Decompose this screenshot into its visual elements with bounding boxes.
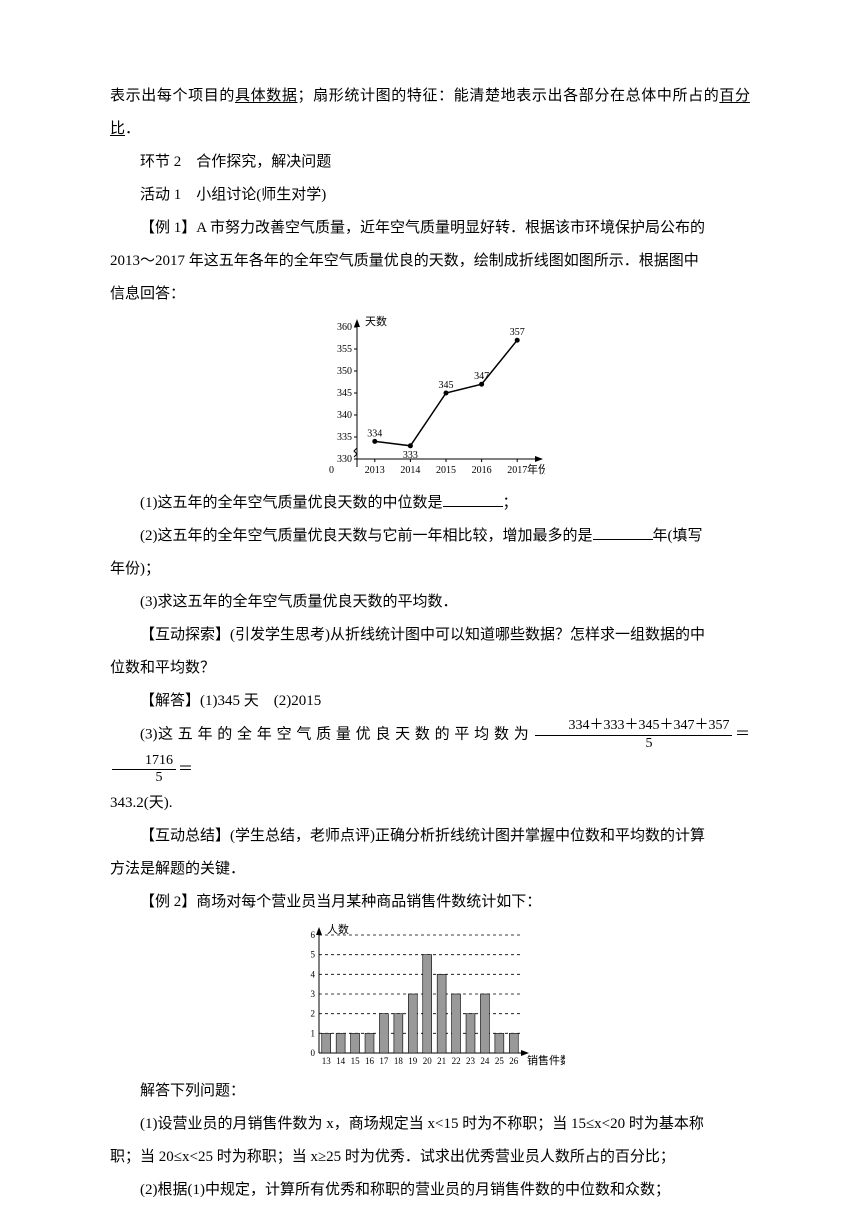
intro-end: ． <box>125 121 140 137</box>
summary: 【互动总结】(学生总结，老师点评)正确分析折线统计图并掌握中位数和平均数的计算 <box>110 820 750 853</box>
summary-text: (学生总结，老师点评)正确分析折线统计图并掌握中位数和平均数的计算 <box>230 828 705 844</box>
svg-text:26: 26 <box>509 1056 519 1066</box>
svg-text:20: 20 <box>423 1056 433 1066</box>
blank-1 <box>443 506 503 507</box>
svg-text:17: 17 <box>379 1056 389 1066</box>
ans3-pre: (3)这 五 年 的 全 年 空 气 质 量 优 良 天 数 的 平 均 数 为 <box>140 727 529 743</box>
example2-text: 商场对每个营业员当月某种商品销售件数统计如下： <box>196 894 541 910</box>
svg-text:5: 5 <box>311 950 316 960</box>
example1-stem-3: 信息回答： <box>110 278 750 311</box>
svg-text:年份: 年份 <box>527 462 545 476</box>
svg-text:4: 4 <box>311 970 316 980</box>
svg-text:15: 15 <box>351 1056 361 1066</box>
q1-text: (1)这五年的全年空气质量优良天数的中位数是 <box>140 495 443 511</box>
example2-q1b: 职；当 20≤x<25 时为称职；当 x≥25 时为优秀．试求出优秀营业员人数所… <box>110 1141 750 1174</box>
example1-q3: (3)求这五年的全年空气质量优良天数的平均数． <box>110 586 750 619</box>
frac2-num: 1716 <box>112 753 176 771</box>
svg-text:21: 21 <box>437 1056 446 1066</box>
example1-stem: 【例 1】A 市努力改善空气质量，近年空气质量明显好转．根据该市环境保护局公布的 <box>110 212 750 245</box>
answer-3-end: 343.2(天). <box>110 787 750 820</box>
svg-text:355: 355 <box>337 344 352 355</box>
svg-text:6: 6 <box>311 930 316 940</box>
svg-text:357: 357 <box>510 327 525 338</box>
svg-text:330: 330 <box>337 454 352 465</box>
svg-text:销售件数: 销售件数 <box>527 1053 565 1067</box>
intro-u1: 具体数据 <box>235 88 298 104</box>
example1-q2: (2)这五年的全年空气质量优良天数与它前一年相比较，增加最多的是 年(填写 <box>110 520 750 553</box>
ans-label: 【解答】 <box>140 693 200 709</box>
svg-text:23: 23 <box>466 1056 476 1066</box>
svg-text:2017: 2017 <box>507 465 527 476</box>
explore-text: (引发学生思考)从折线统计图中可以知道哪些数据？怎样求一组数据的中 <box>230 627 705 643</box>
svg-text:333: 333 <box>403 450 418 461</box>
svg-text:2013: 2013 <box>365 465 385 476</box>
answer-3: (3)这 五 年 的 全 年 空 气 质 量 优 良 天 数 的 平 均 数 为… <box>110 718 750 787</box>
svg-text:360: 360 <box>337 322 352 333</box>
summary-label: 【互动总结】 <box>140 828 230 844</box>
ans-1: (1)345 天 (2)2015 <box>200 693 321 709</box>
section2-title: 环节 2 合作探究，解决问题 <box>110 146 750 179</box>
example1-label: 【例 1】 <box>140 220 196 236</box>
svg-text:18: 18 <box>394 1056 404 1066</box>
svg-text:13: 13 <box>322 1056 332 1066</box>
q2-end: 年(填写 <box>653 528 703 544</box>
example1-t1: A 市努力改善空气质量，近年空气质量明显好转．根据该市环境保护局公布的 <box>196 220 705 236</box>
svg-text:24: 24 <box>480 1056 490 1066</box>
example1-q1: (1)这五年的全年空气质量优良天数的中位数是 ； <box>110 487 750 520</box>
frac1-num: 334＋333＋345＋347＋357 <box>535 718 732 736</box>
svg-text:22: 22 <box>452 1056 461 1066</box>
eq1: ＝ <box>734 727 750 743</box>
explore: 【互动探索】(引发学生思考)从折线统计图中可以知道哪些数据？怎样求一组数据的中 <box>110 619 750 652</box>
answer-1: 【解答】(1)345 天 (2)2015 <box>110 685 750 718</box>
svg-text:345: 345 <box>337 388 352 399</box>
chart1-wrap: 330 335 340 345 350 355 360 0 2013 2014 2015 2016 20… <box>110 313 750 483</box>
eq2: ＝ <box>178 761 193 777</box>
svg-text:340: 340 <box>337 410 352 421</box>
svg-text:14: 14 <box>336 1056 346 1066</box>
example2-label: 【例 2】 <box>140 894 196 910</box>
svg-text:2016: 2016 <box>472 465 492 476</box>
intro-mid: ；扇形统计图的特征：能清楚地表示出各部分在总体中所占的 <box>298 88 720 104</box>
q1-end: ； <box>503 495 518 511</box>
svg-text:0: 0 <box>311 1048 316 1058</box>
bar-chart: 01234561314151617181920212223242526人数销售件… <box>295 921 565 1071</box>
example1-stem-2: 2013～2017 年这五年各年的全年空气质量优良的天数，绘制成折线图如图所示．… <box>110 245 750 278</box>
example1-q2-cont: 年份)； <box>110 553 750 586</box>
svg-text:2015: 2015 <box>436 465 456 476</box>
svg-text:天数: 天数 <box>365 315 387 328</box>
intro-paragraph: 表示出每个项目的具体数据；扇形统计图的特征：能清楚地表示出各部分在总体中所占的百… <box>110 80 750 146</box>
frac1-den: 5 <box>535 736 732 753</box>
svg-text:1: 1 <box>311 1029 316 1039</box>
explore-cont: 位数和平均数？ <box>110 652 750 685</box>
svg-text:0: 0 <box>329 465 334 476</box>
svg-text:334: 334 <box>367 428 382 439</box>
blank-2 <box>593 539 653 540</box>
svg-text:人数: 人数 <box>327 923 349 936</box>
example2-stem: 【例 2】商场对每个营业员当月某种商品销售件数统计如下： <box>110 886 750 919</box>
summary-cont: 方法是解题的关键． <box>110 853 750 886</box>
explore-label: 【互动探索】 <box>140 627 230 643</box>
example2-solve: 解答下列问题： <box>110 1075 750 1108</box>
svg-text:19: 19 <box>408 1056 418 1066</box>
example2-q1a: (1)设营业员的月销售件数为 x，商场规定当 x<15 时为不称职；当 15≤x… <box>110 1108 750 1141</box>
svg-text:3: 3 <box>311 989 316 999</box>
intro-pre: 表示出每个项目的 <box>110 88 235 104</box>
chart2-wrap: 01234561314151617181920212223242526人数销售件… <box>110 921 750 1071</box>
fraction-2: 1716 5 <box>112 753 176 788</box>
activity1-title: 活动 1 小组讨论(师生对学) <box>110 179 750 212</box>
svg-text:2: 2 <box>311 1009 316 1019</box>
svg-text:347: 347 <box>474 371 489 382</box>
svg-text:25: 25 <box>495 1056 505 1066</box>
line-chart: 330 335 340 345 350 355 360 0 2013 2014 2015 2016 20… <box>315 313 545 483</box>
q2-text: (2)这五年的全年空气质量优良天数与它前一年相比较，增加最多的是 <box>140 528 593 544</box>
svg-text:345: 345 <box>439 380 454 391</box>
svg-text:350: 350 <box>337 366 352 377</box>
svg-text:2014: 2014 <box>400 465 420 476</box>
fraction-1: 334＋333＋345＋347＋357 5 <box>535 718 732 753</box>
svg-text:335: 335 <box>337 432 352 443</box>
svg-text:16: 16 <box>365 1056 375 1066</box>
frac2-den: 5 <box>112 770 176 787</box>
example2-q2: (2)根据(1)中规定，计算所有优秀和称职的营业员的月销售件数的中位数和众数； <box>110 1174 750 1207</box>
